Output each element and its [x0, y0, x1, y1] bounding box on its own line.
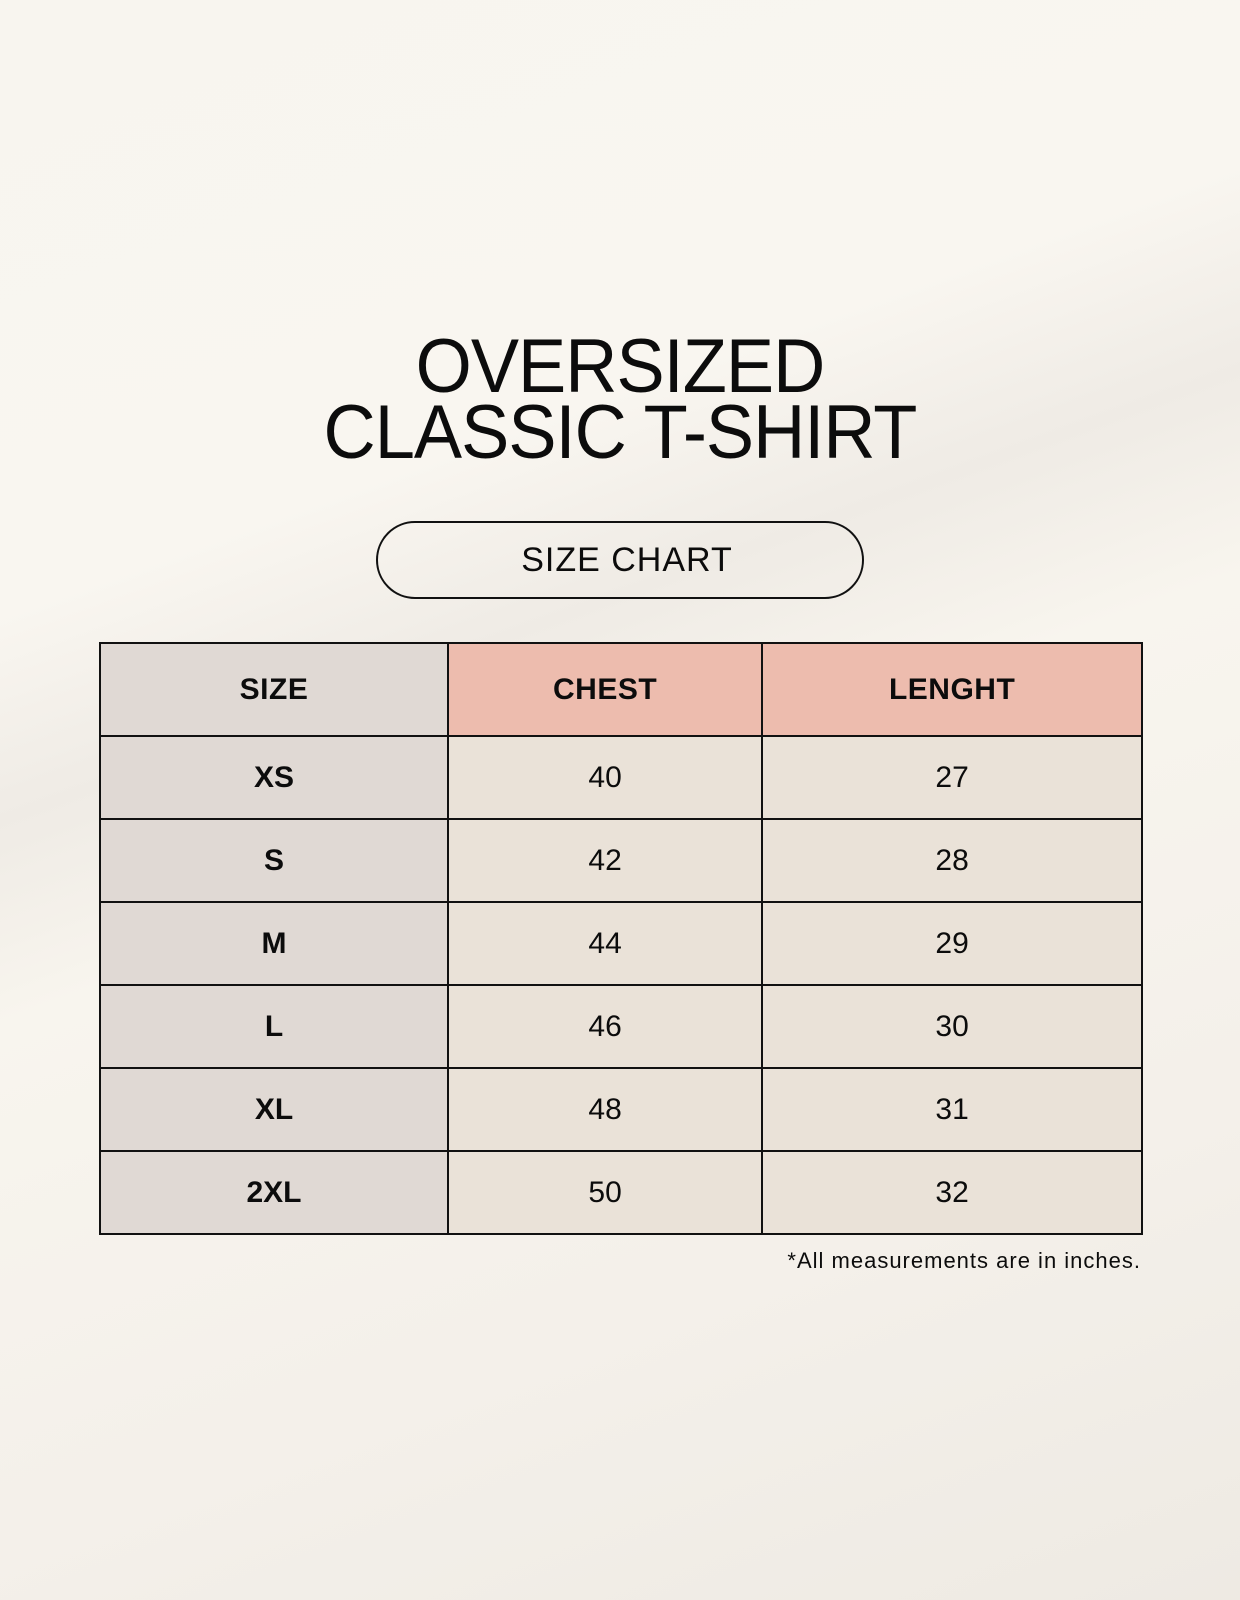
length-cell: 30	[761, 984, 1143, 1069]
table-row: M 44 29	[99, 901, 1143, 986]
chest-cell: 40	[446, 735, 764, 820]
chest-cell: 44	[446, 901, 764, 986]
table-row: 2XL 50 32	[99, 1150, 1143, 1235]
table-row: XS 40 27	[99, 735, 1143, 820]
chest-cell: 48	[446, 1067, 764, 1152]
size-table: SIZE CHEST LENGHT XS 40 27 S 42 28 M 44 29 L 46 30 X…	[99, 642, 1143, 1235]
size-cell: XS	[99, 735, 449, 820]
chest-cell: 42	[446, 818, 764, 903]
header-size: SIZE	[99, 642, 449, 737]
length-cell: 31	[761, 1067, 1143, 1152]
title-line-2: CLASSIC T-SHIRT	[323, 390, 918, 475]
table-row: XL 48 31	[99, 1067, 1143, 1152]
table-header-row: SIZE CHEST LENGHT	[99, 642, 1143, 737]
length-cell: 28	[761, 818, 1143, 903]
size-cell: M	[99, 901, 449, 986]
length-cell: 32	[761, 1150, 1143, 1235]
size-cell: 2XL	[99, 1150, 449, 1235]
size-cell: XL	[99, 1067, 449, 1152]
header-chest: CHEST	[446, 642, 764, 737]
page-title: OVERSIZED CLASSIC T-SHIRT	[0, 324, 1240, 475]
chest-cell: 46	[446, 984, 764, 1069]
length-cell: 29	[761, 901, 1143, 986]
footnote: *All measurements are in inches.	[787, 1248, 1141, 1273]
table-row: L 46 30	[99, 984, 1143, 1069]
length-cell: 27	[761, 735, 1143, 820]
size-cell: L	[99, 984, 449, 1069]
header-length: LENGHT	[761, 642, 1143, 737]
title-line-1: OVERSIZED	[415, 324, 826, 409]
size-chart-label: SIZE CHART	[376, 521, 864, 599]
chest-cell: 50	[446, 1150, 764, 1235]
size-cell: S	[99, 818, 449, 903]
table-row: S 42 28	[99, 818, 1143, 903]
